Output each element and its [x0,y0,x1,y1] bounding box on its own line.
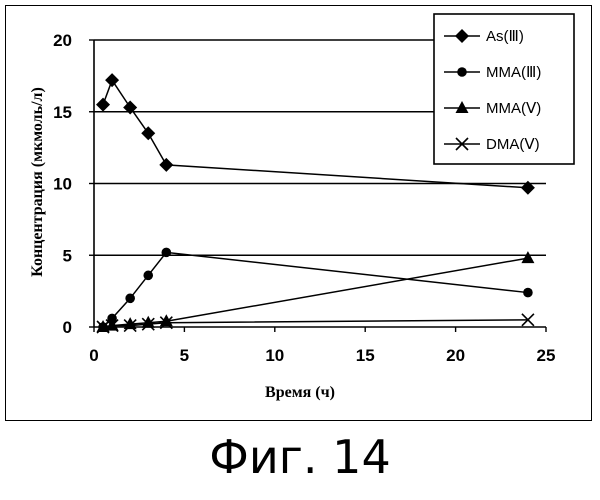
y-tick-label: 20 [53,31,72,50]
legend-label: As(Ⅲ) [486,28,524,45]
x-tick-label: 10 [265,346,284,365]
y-tick-label: 5 [63,246,72,265]
y-tick-label: 10 [53,175,72,194]
figure-caption: Фиг. 14 [0,430,600,484]
data-point-diamond [159,158,173,172]
chart-svg: 0 5 10 15 20 0 5 10 15 20 25 Время (ч) Концентраци… [0,0,600,425]
data-point-circle [143,271,153,281]
data-point-circle [125,294,135,304]
legend-label: MMA(Ⅴ) [486,100,541,117]
legend-label: DMA(Ⅴ) [486,136,540,153]
x-tick-label: 15 [356,346,375,365]
data-point-circle [162,248,172,258]
series-4 [97,314,534,333]
legend: As(Ⅲ) MMA(Ⅲ) MMA(Ⅴ) DMA(Ⅴ) [434,14,574,164]
data-point-diamond [141,126,155,140]
x-tick-label: 20 [446,346,465,365]
y-tick-label: 15 [53,103,72,122]
x-tick-label: 0 [89,346,98,365]
x-tick-label: 25 [537,346,556,365]
y-tick-label: 0 [63,318,72,337]
y-axis-label: Концентрация (мкмоль/л) [29,87,46,277]
data-point-circle [523,288,533,298]
data-point-diamond [96,98,110,112]
data-point-triangle [521,251,534,263]
data-point-diamond [105,73,119,87]
x-tick-label: 5 [180,346,189,365]
data-point-circle [457,67,467,77]
x-axis-label: Время (ч) [265,384,335,401]
legend-label: MMA(Ⅲ) [486,64,541,81]
